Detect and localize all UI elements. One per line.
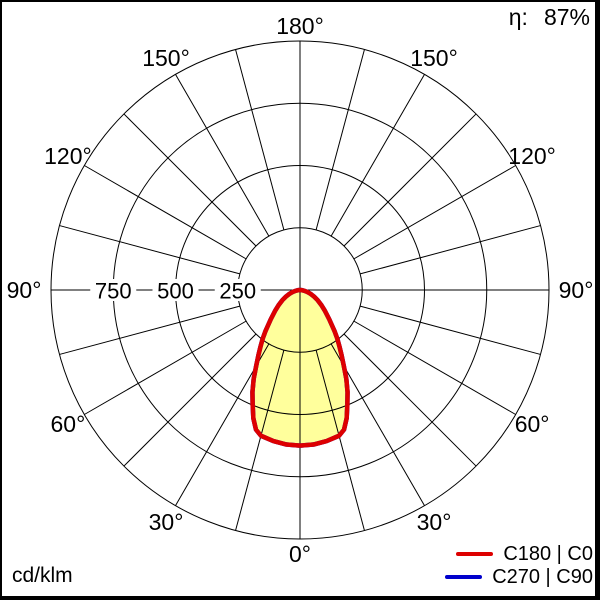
grid-radial-line (123, 333, 257, 467)
angle-label: 120° (44, 143, 92, 169)
angle-label: 60° (515, 411, 550, 437)
grid-radial-line (359, 225, 541, 275)
grid-radial-line (235, 49, 285, 231)
angle-label: 0° (289, 541, 311, 567)
grid-radial-line (343, 113, 477, 247)
radial-tick-label-mask (152, 279, 199, 301)
grid-radial-line (330, 74, 425, 237)
grid-radial-line (353, 165, 516, 260)
efficiency-readout: η: 87% (509, 4, 590, 31)
grid-radial-line (175, 74, 270, 237)
angle-label: 120° (508, 143, 556, 169)
radial-tick-label-mask (214, 279, 261, 301)
grid-radial-line (123, 113, 257, 247)
radial-tick-label: 750 (95, 279, 132, 304)
curve-c180-c0 (250, 287, 350, 448)
grid-radial-line (343, 333, 477, 467)
grid-radial-line (359, 305, 541, 355)
grid-radial-line (315, 349, 365, 531)
grid-radial-line (84, 165, 247, 260)
legend-label-c90: C270 | C90 (492, 565, 593, 588)
legend: C180 | C0 C270 | C90 (445, 542, 593, 588)
grid-radial-line (315, 49, 365, 231)
grid-radial-line (84, 320, 247, 415)
legend-line-c0-swatch (456, 552, 494, 556)
legend-line-c90-swatch (445, 575, 483, 579)
grid-radial-line (353, 320, 516, 415)
legend-label-c0: C180 | C0 (503, 542, 593, 565)
angle-label: 60° (51, 411, 86, 437)
unit-label: cd/klm (12, 564, 73, 587)
angle-label: 30° (149, 509, 184, 535)
angle-label: 90° (7, 277, 42, 303)
legend-row-c90: C270 | C90 (445, 565, 593, 588)
radial-tick-label-mask (90, 279, 137, 301)
legend-row-c0: C180 | C0 (445, 542, 593, 565)
angle-label: 150° (142, 45, 190, 71)
grid-radial-line (235, 349, 285, 531)
angle-label: 150° (410, 45, 458, 71)
angle-label: 90° (559, 277, 594, 303)
efficiency-value: 87% (543, 4, 590, 30)
grid-radial-line (59, 225, 241, 275)
radial-tick-label: 500 (157, 279, 194, 304)
angle-label: 30° (417, 509, 452, 535)
angle-label: 180° (276, 13, 324, 39)
radial-tick-label: 250 (219, 279, 256, 304)
grid-radial-line (59, 305, 241, 355)
efficiency-symbol: η: (508, 4, 528, 30)
